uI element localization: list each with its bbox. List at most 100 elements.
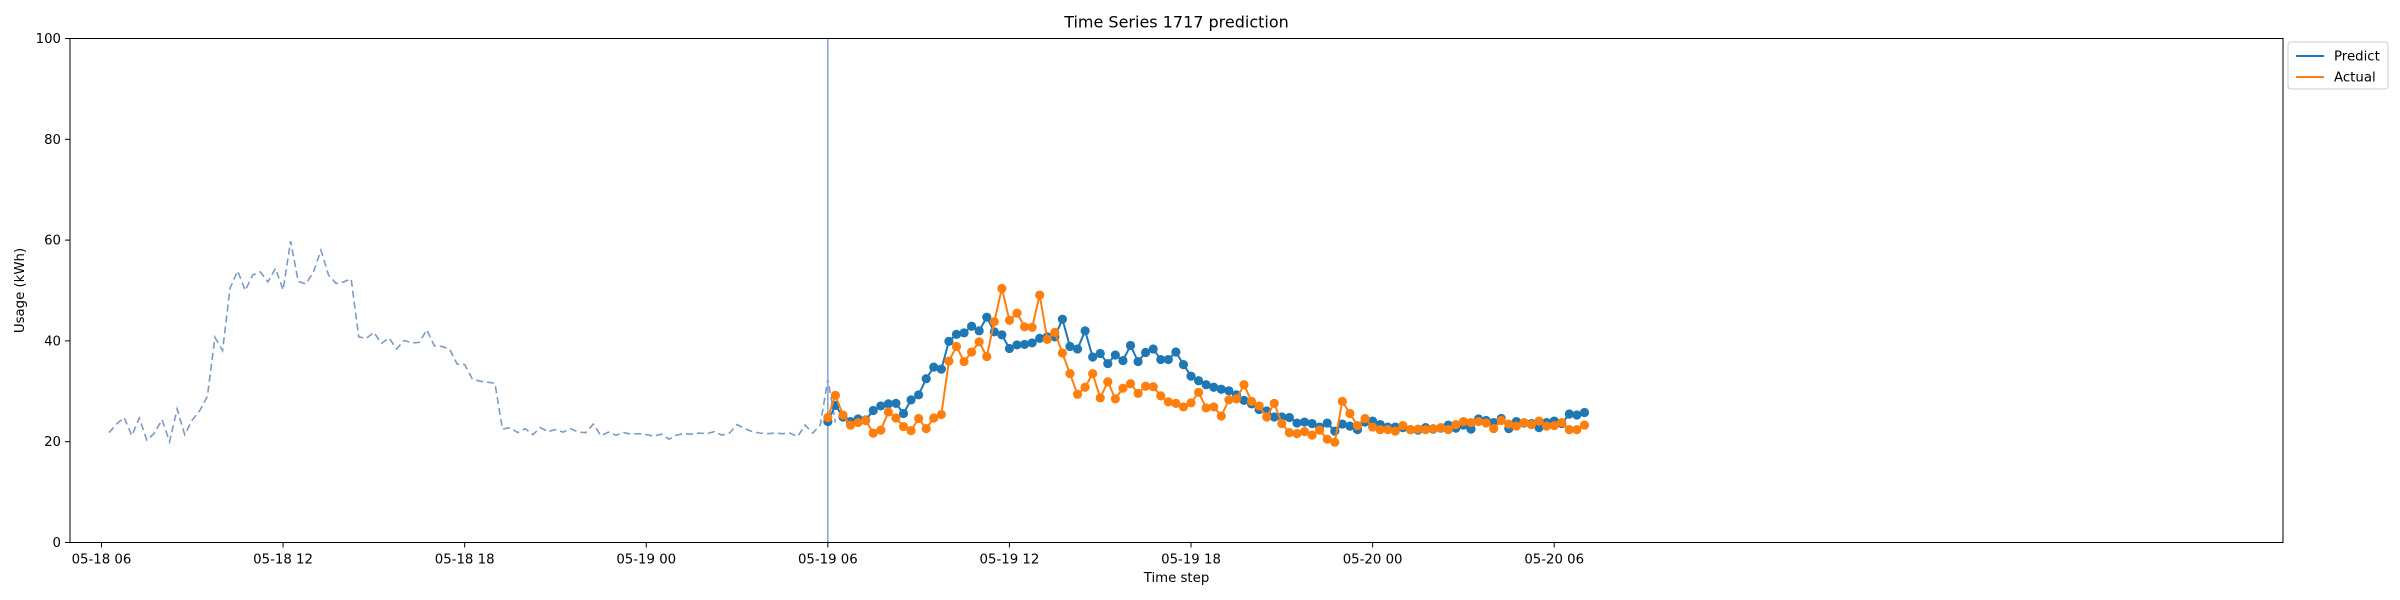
- actual-point: [1473, 416, 1484, 427]
- actual-point: [1292, 429, 1302, 439]
- actual-point: [1012, 308, 1022, 318]
- predict-point: [1292, 418, 1302, 428]
- predict-point: [1171, 347, 1181, 357]
- y-axis-title: Usage (kWh): [13, 248, 28, 333]
- y-tick-label: 0: [53, 536, 61, 551]
- predict-point: [944, 336, 954, 346]
- predict-point: [1012, 340, 1022, 350]
- predict-point: [914, 390, 924, 400]
- actual-point: [951, 341, 962, 352]
- predict-point: [1337, 419, 1347, 429]
- actual-point: [1004, 315, 1015, 325]
- predict-point: [1080, 326, 1090, 336]
- legend-label-predict: Predict: [2334, 50, 2380, 65]
- predict-point: [1579, 407, 1590, 418]
- actual-point: [1405, 425, 1416, 435]
- predict-point: [974, 326, 984, 336]
- predict-point: [1103, 358, 1113, 369]
- actual-point: [1042, 334, 1052, 344]
- predict-point: [1564, 409, 1574, 419]
- predict-point: [1141, 347, 1151, 358]
- y-tick-label: 60: [44, 234, 61, 249]
- x-tick-label: 05-18 12: [253, 553, 313, 568]
- actual-point: [845, 420, 856, 430]
- y-tick-label: 80: [44, 133, 61, 148]
- predict-point: [1156, 354, 1166, 365]
- actual-point: [1035, 290, 1045, 300]
- actual-point: [1322, 434, 1332, 444]
- predict-point: [1004, 343, 1015, 354]
- predict-point: [868, 405, 878, 416]
- actual-point: [1231, 394, 1242, 404]
- actual-point: [1345, 408, 1355, 419]
- predict-point: [1088, 352, 1098, 362]
- predict-point: [951, 329, 962, 339]
- actual-point: [914, 413, 924, 424]
- legend: Predict Actual: [2287, 41, 2389, 90]
- predict-point: [1307, 418, 1317, 429]
- actual-point: [1277, 418, 1287, 429]
- x-tick-label: 05-18 06: [72, 553, 132, 568]
- actual-point: [944, 356, 954, 366]
- actual-point: [1398, 420, 1408, 431]
- predict-point: [997, 330, 1007, 340]
- actual-point: [1443, 425, 1453, 435]
- predict-point: [1148, 344, 1158, 354]
- actual-point: [936, 409, 946, 420]
- y-tick-label: 40: [44, 334, 61, 349]
- x-tick-label: 05-19 12: [980, 553, 1040, 568]
- actual-point: [1156, 391, 1166, 401]
- predict-point: [1035, 333, 1045, 343]
- actual-point: [1352, 420, 1363, 431]
- actual-point: [1572, 425, 1582, 435]
- actual-point: [929, 413, 939, 423]
- x-axis-title: Time step: [1143, 571, 1210, 586]
- actual-point: [1496, 415, 1506, 426]
- predict-point: [1299, 417, 1310, 427]
- actual-point: [989, 317, 999, 327]
- actual-point: [1163, 397, 1173, 407]
- actual-point: [1269, 398, 1279, 408]
- actual-point: [1436, 422, 1446, 433]
- actual-point: [1072, 389, 1083, 399]
- actual-point: [1065, 369, 1075, 379]
- actual-point: [1141, 381, 1151, 391]
- actual-point: [1383, 425, 1393, 435]
- actual-point: [1542, 421, 1552, 431]
- predict-point: [1193, 376, 1204, 386]
- actual-point: [838, 410, 848, 420]
- actual-series: [823, 283, 1590, 447]
- predict-point: [959, 328, 969, 338]
- actual-point: [1057, 348, 1067, 358]
- predict-point: [1095, 348, 1105, 359]
- actual-point: [1360, 413, 1370, 424]
- actual-point: [1103, 377, 1113, 387]
- predict-point: [876, 401, 886, 411]
- actual-point: [1027, 322, 1037, 332]
- plot-frame: [69, 38, 2284, 543]
- actual-point: [1216, 411, 1226, 421]
- predict-point: [1209, 382, 1219, 392]
- legend-label-actual: Actual: [2334, 71, 2376, 86]
- actual-point: [1557, 417, 1567, 428]
- actual-point: [1088, 369, 1098, 379]
- axes: 0 20 40 60 80 100 05-18 06 05-18 12 05-18 18 05-1…: [36, 32, 1585, 568]
- plot-area: [108, 38, 1590, 543]
- actual-point: [883, 407, 893, 417]
- predict-point: [1072, 344, 1083, 354]
- actual-point: [1201, 403, 1211, 413]
- actual-point: [1193, 387, 1204, 397]
- actual-point: [830, 390, 841, 400]
- actual-point: [974, 337, 984, 347]
- actual-point: [906, 426, 916, 436]
- x-tick-label: 05-19 18: [1161, 553, 1221, 568]
- predict-point: [1178, 359, 1189, 370]
- actual-point: [1315, 425, 1325, 435]
- x-tick-label: 05-18 18: [435, 553, 495, 568]
- actual-point: [1504, 419, 1514, 429]
- predict-point: [1110, 350, 1120, 360]
- y-tick-label: 20: [44, 435, 61, 450]
- x-tick-label: 05-19 06: [798, 553, 858, 568]
- predict-point: [1322, 418, 1332, 428]
- actual-point: [891, 413, 901, 423]
